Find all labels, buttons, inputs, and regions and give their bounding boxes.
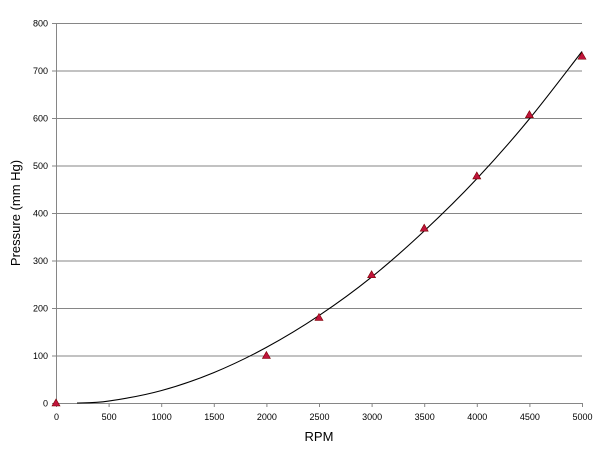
y-tick-label-200: 200 [33,304,48,314]
y-tick-label-500: 500 [33,161,48,171]
y-tick-label-600: 600 [33,114,48,124]
data-point-3000 [367,270,377,279]
y-tick-labels: 0 100 200 300 400 500 600 700 800 [33,19,48,409]
x-tick-label-1500: 1500 [204,412,224,422]
y-tick-label-300: 300 [33,256,48,266]
x-tick-label-4500: 4500 [520,412,540,422]
y-axis-title: Pressure (mm Hg) [8,160,23,266]
data-points [51,51,587,407]
y-tick-label-100: 100 [33,351,48,361]
x-tick-label-2500: 2500 [309,412,329,422]
data-point-5000 [577,51,587,60]
x-tick-label-3000: 3000 [362,412,382,422]
x-tick-label-500: 500 [102,412,117,422]
x-tick-labels: 0 500 1000 1500 2000 2500 3000 3500 4000 4500 5000 [54,412,593,422]
data-point-0 [51,398,61,407]
y-tick-label-400: 400 [33,209,48,219]
x-tick-label-5000: 5000 [572,412,592,422]
y-tick-label-800: 800 [33,19,48,29]
trendline [76,51,583,404]
data-point-4500 [524,110,534,118]
data-point-4000 [472,171,482,180]
data-point-3500 [419,223,429,232]
y-tick-label-0: 0 [43,399,48,409]
data-point-2000 [261,350,271,359]
x-tick-label-2000: 2000 [257,412,277,422]
y-tick-label-700: 700 [33,66,48,76]
x-axis-title: RPM [305,429,334,444]
tick-marks [52,23,583,407]
x-tick-label-4000: 4000 [467,412,487,422]
x-tick-label-3500: 3500 [415,412,435,422]
data-point-2500 [314,312,324,321]
x-tick-label-1000: 1000 [152,412,172,422]
x-tick-label-0: 0 [54,412,59,422]
gridlines [56,23,582,357]
